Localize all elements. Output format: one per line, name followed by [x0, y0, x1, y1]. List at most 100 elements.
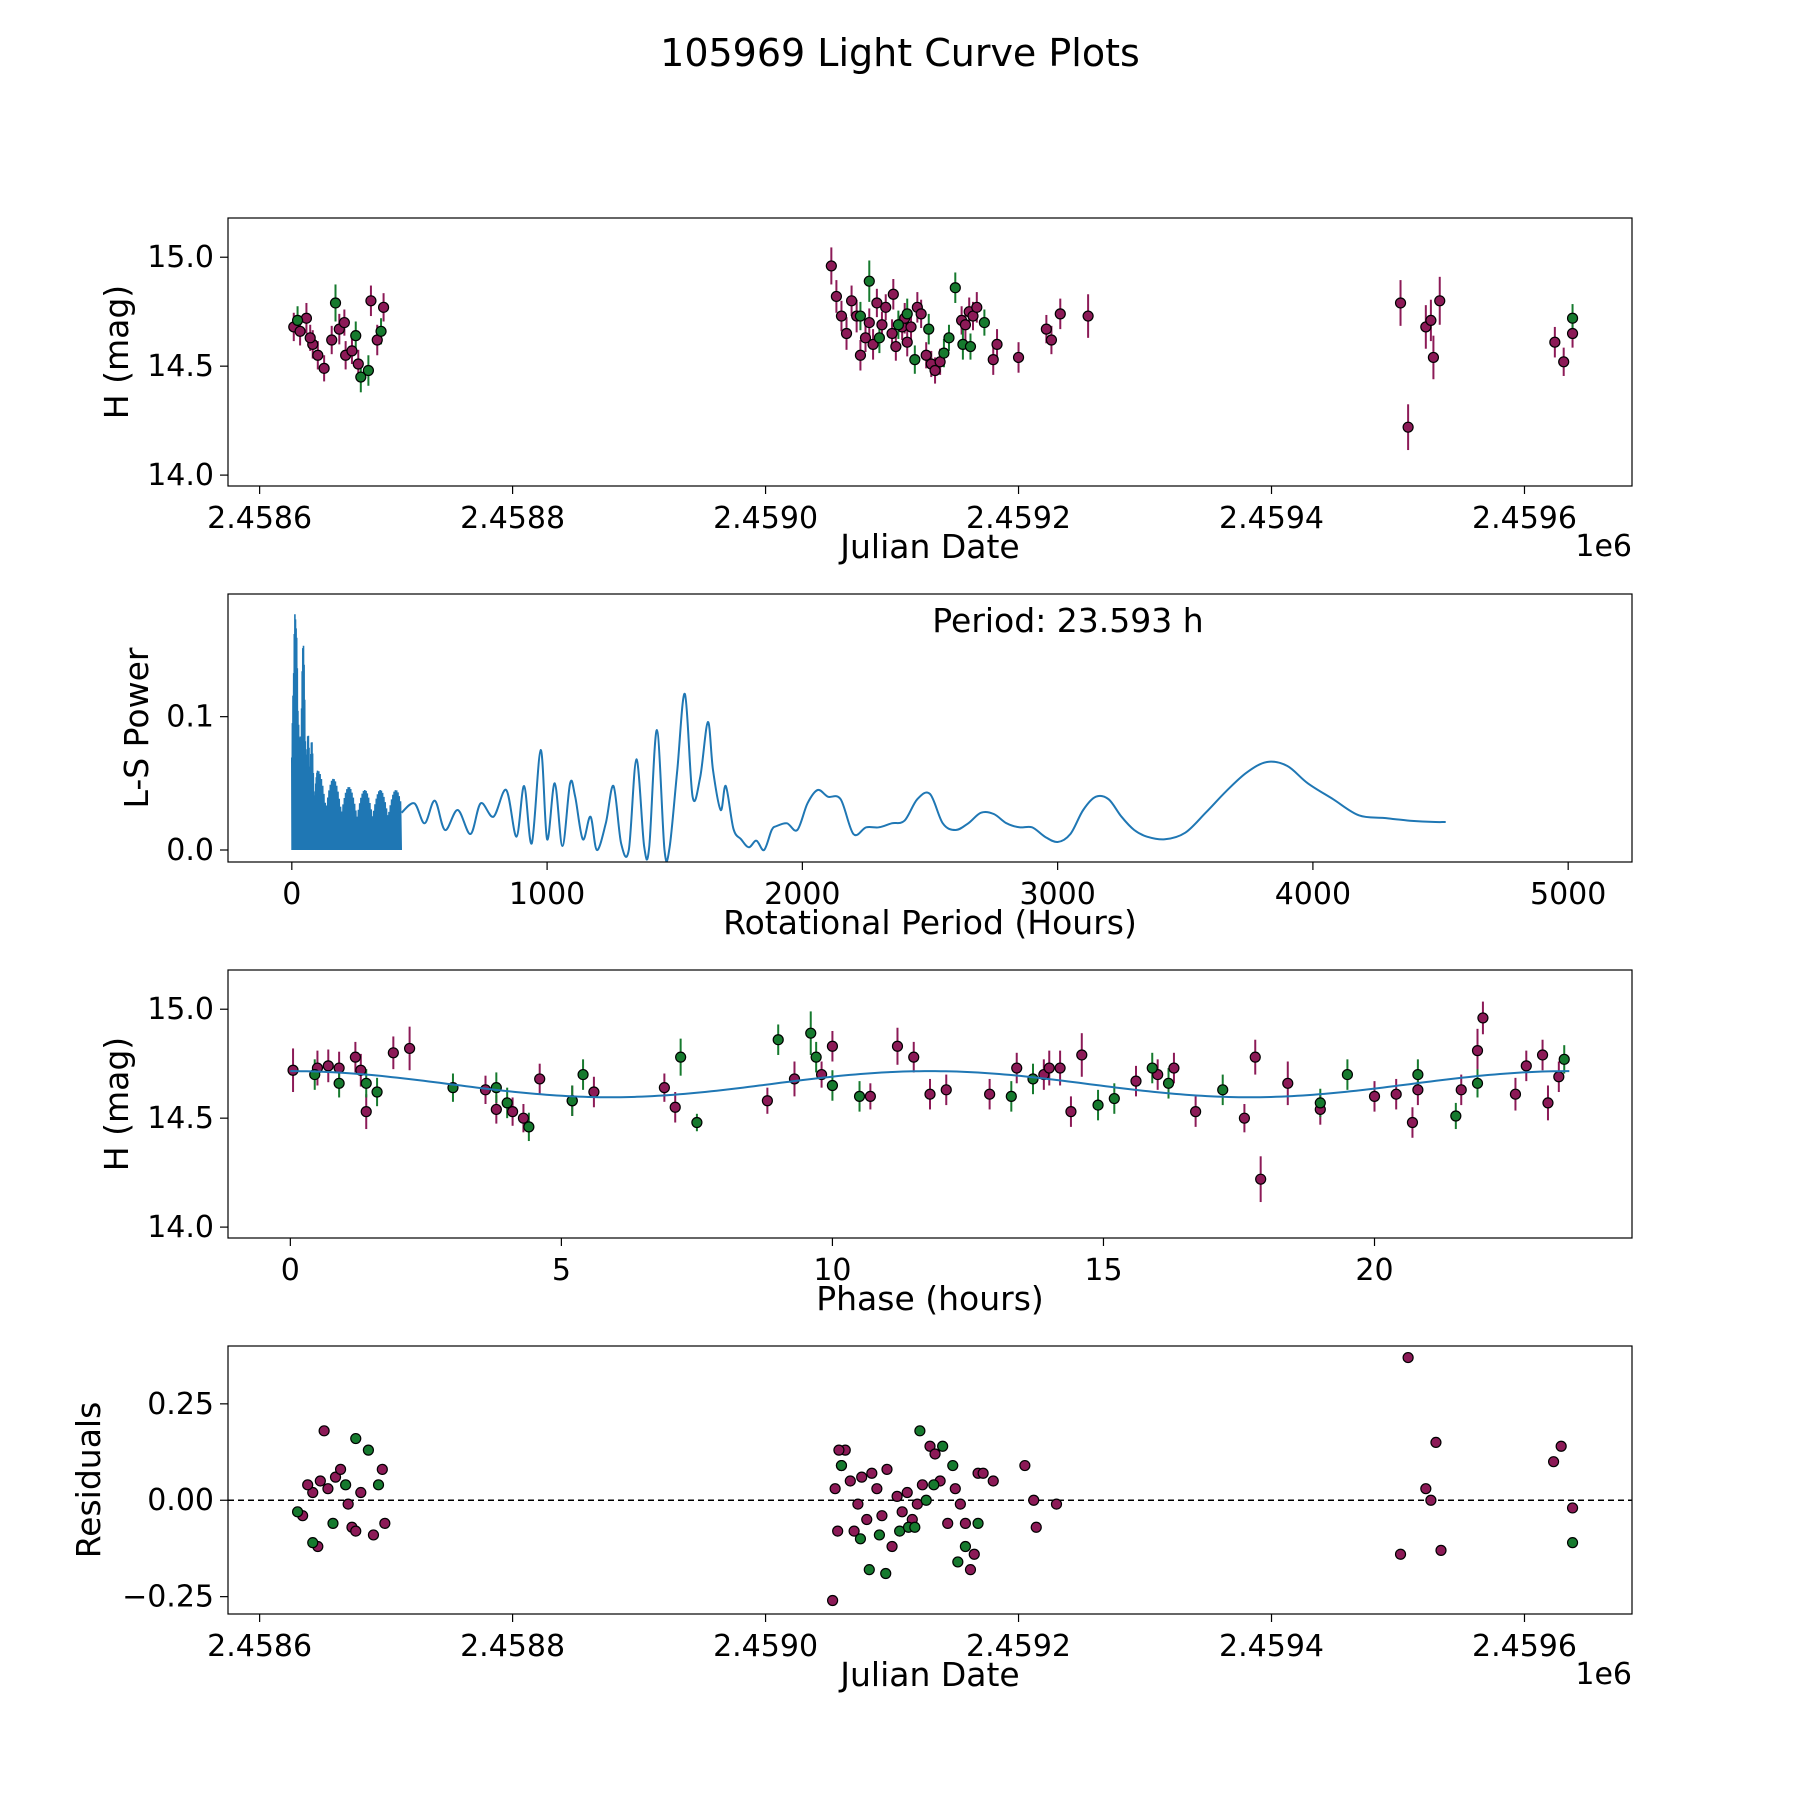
residuals-x-tick-label: 2.4588	[460, 1629, 565, 1664]
lightcurve-point	[346, 345, 358, 357]
lightcurve-x-tick-label: 2.4586	[207, 501, 312, 536]
residuals-x-tick-label: 2.4586	[207, 1629, 312, 1664]
phased-point	[1406, 1116, 1419, 1129]
residuals-x-tick-label: 2.4592	[966, 1629, 1071, 1664]
phased-point	[826, 1079, 839, 1092]
lightcurve-point	[1012, 351, 1025, 364]
lightcurve-point	[863, 316, 875, 329]
phased-point	[1477, 1012, 1489, 1024]
residuals-point	[291, 1506, 304, 1518]
residuals-point	[880, 1567, 892, 1580]
residuals-x-offset: 1e6	[1575, 1657, 1632, 1692]
lightcurve-point	[943, 332, 955, 344]
lightcurve-point	[825, 260, 837, 272]
lightcurve-point	[873, 332, 886, 344]
residuals-point	[1028, 1494, 1040, 1506]
lightcurve-point	[312, 349, 324, 361]
lightcurve-point	[880, 301, 892, 313]
lightcurve-x-tick-label: 2.4588	[460, 501, 565, 536]
residuals-point	[329, 1471, 342, 1483]
phased-point	[1043, 1062, 1055, 1074]
residuals-point	[1019, 1459, 1031, 1472]
residuals-point	[367, 1529, 380, 1541]
lightcurve-point	[978, 316, 990, 329]
lightcurve-point	[1040, 323, 1052, 335]
residuals-point	[987, 1475, 999, 1487]
periodogram-frame	[227, 593, 1633, 863]
periodogram-ylabel: L-S Power	[117, 647, 156, 808]
phased-x-tick-label: 5	[552, 1253, 571, 1288]
residuals-point	[896, 1506, 908, 1518]
residuals-point	[954, 1498, 966, 1510]
phased-point	[761, 1095, 773, 1107]
phased-point	[1412, 1068, 1424, 1081]
phased-point	[658, 1082, 670, 1094]
phased-point	[924, 1088, 936, 1100]
lightcurve-point	[890, 340, 902, 353]
lightcurve-x-tick-label: 2.4594	[1219, 501, 1324, 536]
residuals-point	[942, 1517, 954, 1529]
phased-point	[1054, 1062, 1066, 1074]
periodogram-y-tick-label: 0.0	[166, 833, 214, 868]
lightcurve-point	[352, 358, 364, 370]
lightcurve-point	[1054, 308, 1066, 320]
phased-point	[1390, 1088, 1402, 1100]
phased-point	[387, 1047, 399, 1059]
phased-point	[1314, 1097, 1326, 1109]
residuals-point	[314, 1475, 326, 1487]
phased-point	[1011, 1062, 1023, 1074]
residuals-point	[342, 1498, 354, 1510]
lightcurve-point	[830, 290, 843, 303]
lightcurve-point	[294, 325, 306, 337]
residuals-point	[852, 1498, 864, 1510]
residuals-point	[1566, 1502, 1579, 1514]
residuals-point	[1435, 1544, 1447, 1556]
residuals-point	[829, 1483, 841, 1495]
residuals-point	[835, 1459, 848, 1472]
residuals-point	[952, 1556, 964, 1568]
residuals-point	[318, 1425, 330, 1437]
residuals-y-tick-label: 0.00	[147, 1483, 214, 1518]
phased-x-tick-label: 20	[1355, 1253, 1393, 1288]
residuals-point	[937, 1440, 949, 1452]
residuals-panel: Julian Date Residuals 1e6 2.4586 2.4588 2.…	[69, 1345, 1633, 1694]
lightcurve-point	[863, 275, 875, 287]
residuals-point	[886, 1540, 898, 1553]
lightcurve-x-tick-label: 2.4596	[1472, 501, 1577, 536]
residuals-point	[379, 1517, 391, 1529]
residuals-point	[928, 1479, 940, 1491]
lightcurve-point	[854, 310, 867, 322]
lightcurve-point	[365, 295, 377, 307]
residuals-x-tick-label: 2.4594	[1219, 1629, 1324, 1664]
residuals-point	[920, 1494, 932, 1506]
residuals-point	[876, 1510, 888, 1522]
lightcurve-point	[871, 297, 883, 309]
phased-point	[333, 1077, 345, 1089]
periodogram-y-tick-label: 0.1	[166, 700, 214, 735]
phased-model-curve	[290, 1070, 1570, 1099]
residuals-point	[1566, 1537, 1579, 1549]
residuals-point	[372, 1479, 385, 1491]
lightcurve-point	[886, 327, 898, 340]
lightcurve-point	[304, 332, 316, 344]
lightcurve-point	[920, 349, 932, 361]
phased-point	[501, 1097, 513, 1109]
phased-point	[1255, 1173, 1267, 1185]
lightcurve-point	[854, 349, 867, 361]
phased-point	[403, 1042, 416, 1055]
residuals-point	[881, 1463, 893, 1475]
residuals-point	[959, 1517, 972, 1529]
lightcurve-point	[905, 321, 917, 333]
phased-point	[1542, 1097, 1554, 1109]
phased-point	[891, 1040, 904, 1052]
lightcurve-y-tick-label: 14.5	[147, 349, 214, 384]
residuals-point	[376, 1463, 388, 1475]
residuals-point	[355, 1486, 367, 1499]
phased-point	[864, 1090, 876, 1102]
residuals-point	[968, 1548, 980, 1560]
phased-point	[1368, 1090, 1381, 1102]
phased-panel: Phase (hours) H (mag) 0 5 10 15 20 14.0 14.5 15…	[97, 969, 1633, 1318]
phased-point	[1558, 1053, 1570, 1065]
phased-point	[1190, 1106, 1202, 1118]
lightcurve-point	[949, 282, 961, 294]
